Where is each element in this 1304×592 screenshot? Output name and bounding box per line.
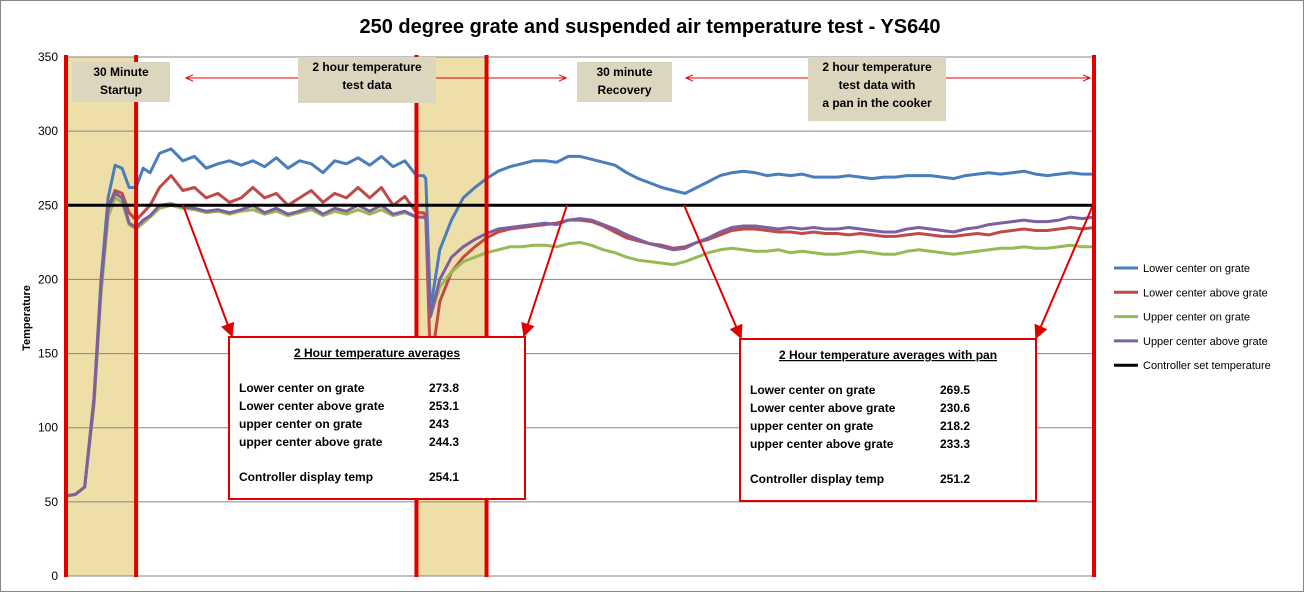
phase-label: 30 minute Recovery [596, 65, 652, 97]
averages-row-label: upper center on grate [750, 419, 874, 433]
y-tick-label: 300 [38, 124, 58, 138]
averages-row-value: 273.8 [429, 381, 459, 395]
series-line-1 [65, 147, 1094, 498]
averages-row-label: upper center above grate [239, 435, 383, 449]
y-tick-label: 0 [51, 569, 58, 583]
averages-row-value: 230.6 [940, 401, 970, 415]
averages-row-value: 269.5 [940, 383, 970, 397]
legend-entry: Upper center above grate [1143, 336, 1268, 348]
averages-row-value: 253.1 [429, 399, 459, 413]
averages-footer-value: 251.2 [940, 472, 970, 486]
averages-row-value: 243 [429, 417, 449, 431]
y-tick-label: 250 [38, 198, 58, 212]
phase-label-box [298, 57, 436, 103]
phase-label: 2 hour temperature test data [312, 60, 422, 92]
series-line-4 [65, 191, 1095, 498]
averages-footer-value: 254.1 [429, 470, 459, 484]
averages-footer-label: Controller display temp [239, 470, 373, 484]
averages-row-label: upper center above grate [750, 437, 894, 451]
y-tick-label: 100 [38, 421, 58, 435]
phase-label: 30 Minute Startup [93, 65, 149, 97]
averages-row-value: 244.3 [429, 435, 459, 449]
callout-arrow [182, 204, 235, 338]
averages-heading: 2 Hour temperature averages [294, 346, 460, 360]
phase-label: 2 hour temperature test data with a pan in… [822, 60, 932, 110]
averages-row-label: upper center on grate [239, 417, 363, 431]
y-axis-label: Temperature [21, 285, 33, 351]
averages-row-value: 233.3 [940, 437, 970, 451]
y-tick-label: 150 [38, 347, 58, 361]
callout-arrow [521, 204, 568, 338]
averages-footer-label: Controller display temp [750, 472, 884, 486]
averages-row-value: 218.2 [940, 419, 970, 433]
callout-arrow [1034, 204, 1094, 340]
callout-arrow [683, 204, 743, 340]
averages-row-label: Lower center on grate [750, 383, 876, 397]
y-tick-label: 350 [38, 50, 58, 64]
legend-entry: Upper center on grate [1143, 312, 1250, 324]
phase-label-box [808, 57, 946, 121]
legend-entry: Lower center on grate [1143, 263, 1250, 275]
phase-label-box [577, 62, 672, 102]
chart-title: 250 degree grate and suspended air tempe… [360, 16, 941, 38]
legend-entry: Controller set temperature [1143, 360, 1271, 372]
averages-row-label: Lower center on grate [239, 381, 365, 395]
y-tick-label: 200 [38, 272, 58, 286]
averages-box [228, 336, 526, 500]
legend-entry: Lower center above grate [1143, 287, 1268, 299]
averages-heading: 2 Hour temperature averages with pan [779, 348, 997, 362]
y-tick-label: 50 [45, 495, 59, 509]
averages-box [739, 338, 1037, 502]
averages-row-label: Lower center above grate [239, 399, 385, 413]
averages-row-label: Lower center above grate [750, 401, 896, 415]
phase-label-box [72, 62, 170, 102]
